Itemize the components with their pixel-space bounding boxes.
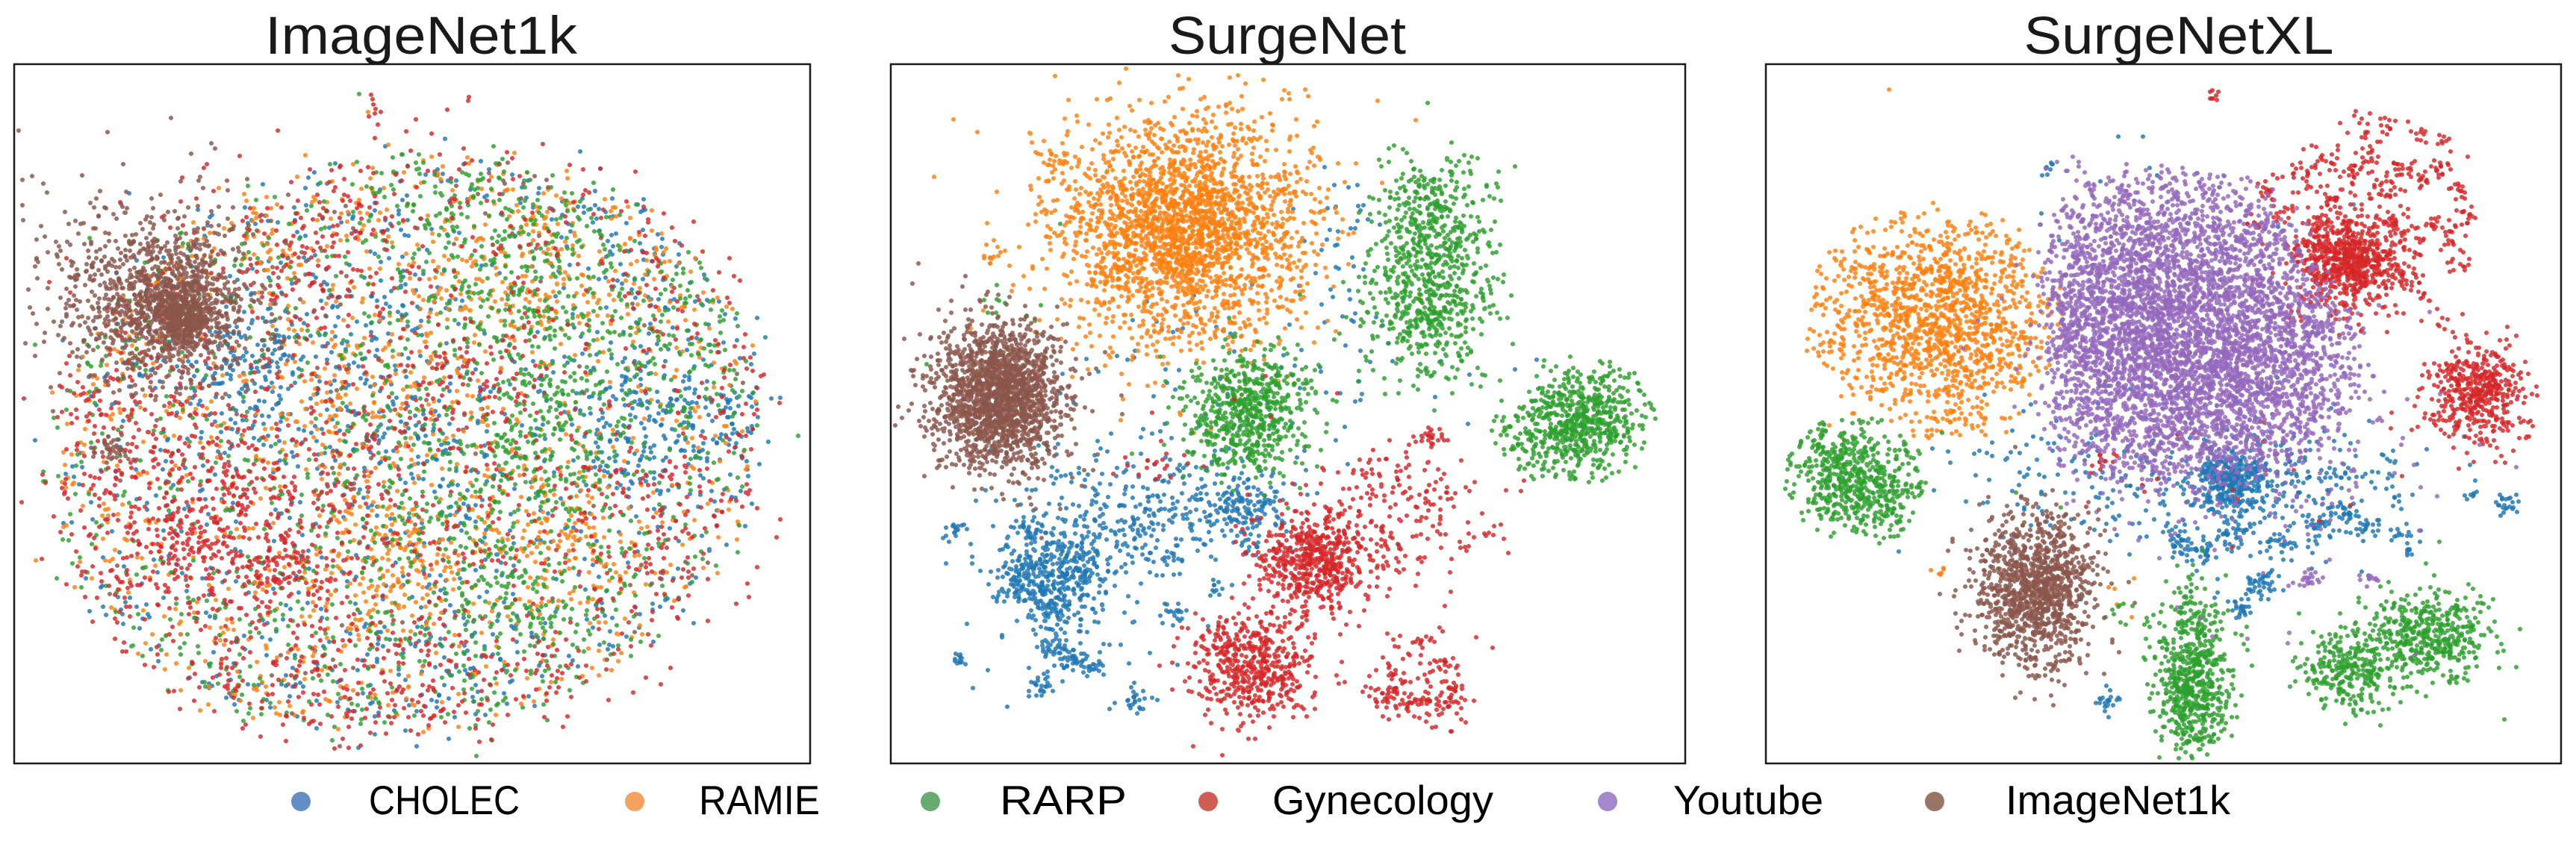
svg-text:ImageNet1k: ImageNet1k bbox=[265, 7, 578, 66]
svg-text:RAMIE: RAMIE bbox=[699, 777, 820, 823]
svg-text:RARP: RARP bbox=[1000, 777, 1127, 823]
svg-text:SurgeNet: SurgeNet bbox=[1169, 7, 1406, 66]
svg-text:SurgeNetXL: SurgeNetXL bbox=[2024, 7, 2334, 66]
svg-text:Gynecology: Gynecology bbox=[1272, 777, 1493, 823]
svg-text:Youtube: Youtube bbox=[1673, 777, 1823, 823]
svg-text:CHOLEC: CHOLEC bbox=[369, 777, 520, 823]
svg-text:ImageNet1k: ImageNet1k bbox=[2006, 777, 2230, 823]
